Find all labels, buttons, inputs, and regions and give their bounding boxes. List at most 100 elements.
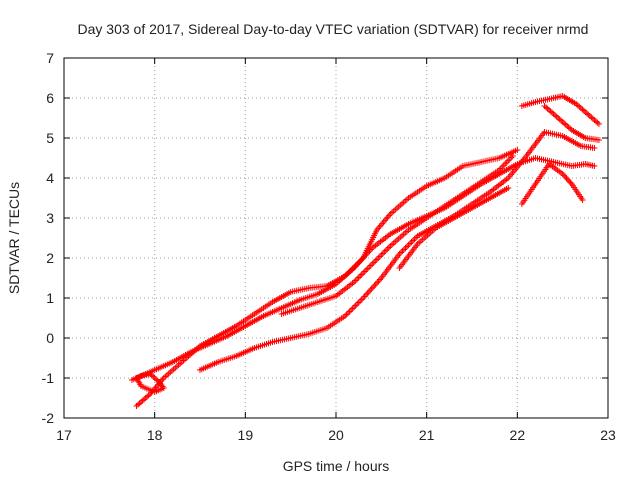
data-point xyxy=(362,291,369,298)
data-points xyxy=(129,93,602,409)
data-point xyxy=(543,104,550,111)
data-point xyxy=(547,108,554,115)
y-tick-label: 4 xyxy=(46,170,54,186)
data-point xyxy=(361,268,368,275)
data-point xyxy=(142,395,149,401)
data-point xyxy=(360,270,367,276)
data-point xyxy=(514,147,521,153)
data-point xyxy=(546,107,553,113)
data-point xyxy=(352,277,359,284)
data-point xyxy=(357,273,364,279)
data-point xyxy=(567,179,574,186)
data-point xyxy=(141,396,148,403)
data-point xyxy=(368,285,375,292)
data-point xyxy=(343,311,350,318)
data-point xyxy=(358,271,365,278)
y-tick-label: 7 xyxy=(46,50,54,66)
data-point xyxy=(407,240,414,247)
data-point xyxy=(370,259,377,266)
data-point xyxy=(588,114,595,121)
data-point xyxy=(399,248,406,254)
y-tick-label: 2 xyxy=(46,250,54,266)
x-axis-title: GPS time / hours xyxy=(283,458,390,474)
data-point xyxy=(579,197,586,203)
x-tick-label: 21 xyxy=(419,427,435,443)
data-point xyxy=(372,258,379,264)
data-point xyxy=(351,304,358,310)
y-axis-title: SDTVAR / TECUs xyxy=(6,182,22,294)
data-point xyxy=(397,249,404,256)
data-point xyxy=(555,115,562,121)
data-point xyxy=(376,253,383,260)
data-point xyxy=(500,162,507,169)
data-point xyxy=(410,237,417,244)
data-point xyxy=(595,121,602,127)
data-point xyxy=(401,246,407,253)
data-point xyxy=(502,160,509,167)
data-point xyxy=(583,110,590,117)
data-point xyxy=(576,103,583,110)
data-point xyxy=(541,103,548,109)
y-tick-label: -2 xyxy=(42,410,55,426)
data-point xyxy=(411,236,418,242)
data-point xyxy=(357,298,364,304)
data-point xyxy=(402,245,409,251)
data-point xyxy=(151,375,158,381)
data-point xyxy=(375,255,382,261)
data-point xyxy=(561,120,568,127)
data-point xyxy=(585,111,592,118)
data-point xyxy=(133,403,140,409)
data-point xyxy=(346,308,353,315)
data-point xyxy=(138,399,145,405)
data-point xyxy=(558,117,565,124)
data-point xyxy=(345,310,352,316)
data-point xyxy=(506,156,513,163)
data-point xyxy=(144,393,151,400)
data-point xyxy=(505,185,512,191)
y-tick-label: -1 xyxy=(42,370,55,386)
data-point xyxy=(563,175,570,182)
x-tick-label: 22 xyxy=(510,427,526,443)
data-point xyxy=(373,256,380,263)
data-point xyxy=(355,274,362,281)
data-point xyxy=(366,264,373,270)
data-point xyxy=(559,119,566,125)
data-point xyxy=(562,173,569,180)
series-track-8 xyxy=(541,103,602,143)
data-point xyxy=(549,109,556,116)
data-point xyxy=(369,284,376,291)
data-point xyxy=(384,246,391,252)
data-point xyxy=(378,252,385,258)
data-point xyxy=(379,250,386,257)
data-point xyxy=(371,282,378,289)
data-point xyxy=(369,261,376,267)
data-point xyxy=(361,293,368,300)
data-point xyxy=(381,249,388,255)
data-point xyxy=(562,121,569,128)
data-point xyxy=(579,106,586,113)
series-track-6 xyxy=(518,93,602,127)
data-point xyxy=(566,178,573,185)
data-point xyxy=(367,287,374,294)
data-point xyxy=(560,172,567,179)
data-point xyxy=(408,239,415,245)
data-point xyxy=(592,118,599,125)
series-track-3 xyxy=(197,129,598,373)
y-tick-label: 3 xyxy=(46,210,54,226)
data-point xyxy=(355,299,362,306)
series-track-7 xyxy=(518,161,586,207)
data-point xyxy=(586,113,593,119)
x-tick-label: 17 xyxy=(56,427,72,443)
data-point xyxy=(577,105,584,111)
data-point xyxy=(364,265,371,272)
data-point xyxy=(358,296,365,303)
data-point xyxy=(550,111,557,117)
data-point xyxy=(136,400,143,407)
data-point xyxy=(382,247,389,254)
data-point xyxy=(364,290,371,297)
data-point xyxy=(139,397,146,404)
data-point xyxy=(354,276,361,282)
data-point xyxy=(385,244,392,251)
